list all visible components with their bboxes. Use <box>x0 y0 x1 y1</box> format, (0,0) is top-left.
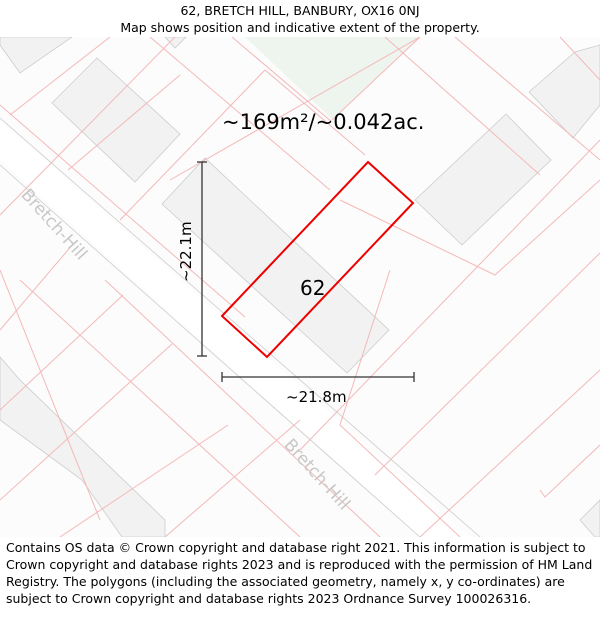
parcel-boundary <box>19 279 301 537</box>
road-edge <box>0 164 421 537</box>
parcel-boundary <box>0 294 124 411</box>
parcel-boundary <box>119 69 266 221</box>
building <box>0 37 73 74</box>
parcel-boundary <box>0 104 246 318</box>
parcel-boundary <box>169 37 421 181</box>
parcel-boundary <box>231 37 333 123</box>
map-header: 62, BRETCH HILL, BANBURY, OX16 0NJ Map s… <box>0 0 600 37</box>
parcel-boundary <box>149 37 331 191</box>
height-dimension-label: ~22.1m <box>177 221 195 282</box>
parcel-boundary <box>331 37 421 121</box>
parcel-boundary <box>0 343 173 501</box>
building <box>414 113 552 246</box>
road-edge <box>0 117 481 537</box>
green-space <box>245 37 420 120</box>
parcel-boundary <box>339 269 461 537</box>
parcel-boundary <box>0 243 74 331</box>
parcel-boundary <box>67 74 181 171</box>
copyright-text: Contains OS data © Crown copyright and d… <box>6 540 593 606</box>
parcel-boundary <box>419 369 600 537</box>
height-dimension-line <box>197 161 207 357</box>
parcel-boundary <box>164 419 301 537</box>
parcel-boundary <box>0 269 101 521</box>
parcel-boundary <box>299 139 600 451</box>
parcel-boundary <box>9 37 111 116</box>
copyright-notice: Contains OS data © Crown copyright and d… <box>6 539 598 607</box>
property-boundary-62[interactable] <box>220 160 415 359</box>
parcel-boundary <box>559 37 600 81</box>
parcel-boundary <box>539 444 600 498</box>
area-label: ~169m²/~0.042ac. <box>222 110 425 134</box>
width-dimension-line <box>221 372 415 382</box>
parcel-boundary <box>384 37 541 176</box>
parcel-boundary <box>0 37 176 216</box>
building <box>579 499 600 537</box>
parcel-boundary <box>454 37 600 161</box>
property-address: 62, BRETCH HILL, BANBURY, OX16 0NJ <box>180 3 420 18</box>
building <box>51 57 181 183</box>
parcel-boundary <box>104 279 381 537</box>
building <box>528 44 600 139</box>
building <box>164 37 187 49</box>
parcel-boundary <box>374 252 600 476</box>
width-dimension-label: ~21.8m <box>286 388 347 406</box>
building <box>0 356 166 537</box>
plot-number-label: 62 <box>300 276 326 300</box>
property-map[interactable]: Bretch-Hill Bretch-Hill ~169m²/~0.042ac.… <box>0 37 600 537</box>
parcel-boundary <box>59 424 229 537</box>
building <box>161 157 390 374</box>
parcel-boundary <box>264 69 366 156</box>
map-subtitle: Map shows position and indicative extent… <box>120 20 480 35</box>
